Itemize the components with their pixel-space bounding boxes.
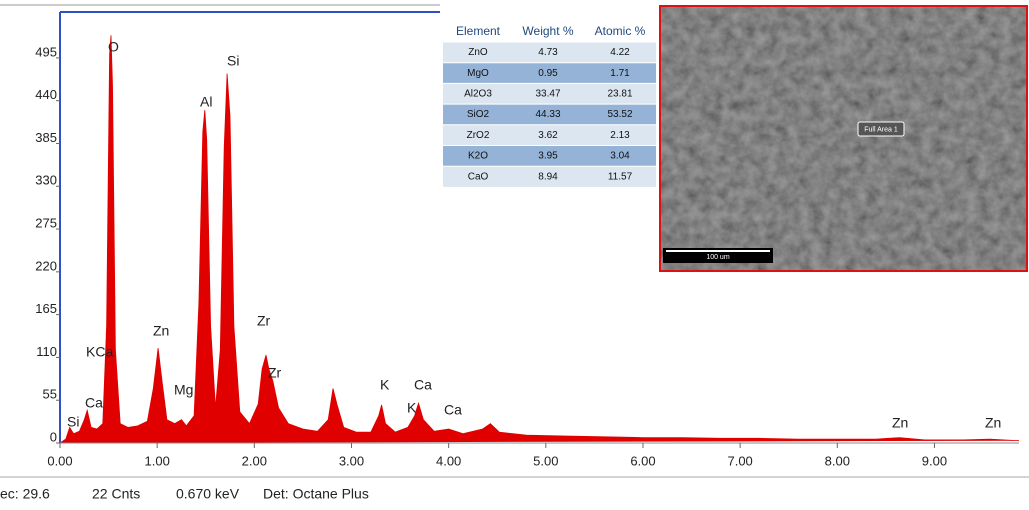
x-tick-label: 3.00: [339, 453, 364, 468]
table-cell: 53.52: [607, 109, 632, 120]
table-cell: MgO: [467, 68, 489, 79]
x-tick-label: 2.00: [242, 453, 267, 468]
x-tick-label: 7.00: [727, 453, 752, 468]
peak-label: Si: [67, 414, 79, 430]
status-item: Det: Octane Plus: [263, 486, 369, 502]
table-cell: 3.04: [610, 151, 630, 162]
peak-label: Zr: [268, 365, 282, 381]
table-cell: 3.62: [538, 130, 558, 141]
peak-label: O: [108, 39, 119, 55]
table-cell: 2.13: [610, 130, 630, 141]
scale-bar-label: 100 um: [706, 254, 730, 261]
table-row: [443, 104, 656, 125]
area-label: Full Area 1: [864, 126, 898, 133]
peak-label: Mg: [174, 382, 193, 398]
x-tick-label: 6.00: [630, 453, 655, 468]
sem-border: [659, 5, 1028, 272]
table-cell: ZrO2: [467, 130, 490, 141]
x-tick-label: 8.00: [825, 453, 850, 468]
status-item: ec: 29.6: [0, 486, 50, 502]
table-row: [443, 83, 656, 105]
table-cell: 3.95: [538, 151, 558, 162]
peak-label: Ca: [414, 377, 432, 393]
table-header: Weight %: [522, 24, 573, 38]
table-cell: CaO: [468, 171, 489, 182]
y-tick-label: 110: [36, 344, 57, 359]
table-cell: 8.94: [538, 171, 558, 182]
y-tick-label: 330: [35, 173, 57, 188]
spectrum: [59, 35, 1020, 444]
table-cell: 4.22: [610, 47, 630, 58]
peak-label: Zn: [985, 415, 1001, 431]
table-cell: Al2O3: [464, 89, 492, 100]
y-tick-label: 220: [35, 258, 57, 273]
area-label-box: [857, 121, 905, 137]
table-cell: 23.81: [607, 89, 632, 100]
y-tick-label: 440: [35, 87, 57, 102]
table-header: Element: [456, 24, 501, 38]
table-cell: 44.33: [535, 109, 560, 120]
sem-image: Full Area 1 100 um: [659, 5, 1028, 272]
peak-label: Ca: [85, 395, 103, 411]
status-item: 0.670 keV: [176, 486, 240, 502]
peak-label: K: [380, 377, 390, 393]
peak-label: Si: [227, 53, 239, 69]
sem-shade: [660, 6, 1027, 271]
y-tick-label: 495: [35, 44, 57, 59]
table-cell: 1.71: [610, 68, 630, 79]
peak-label: Zr: [257, 313, 271, 329]
peak-label: Zn: [153, 323, 169, 339]
table-row: [443, 145, 656, 167]
table-header: Atomic %: [595, 24, 646, 38]
y-tick-label: 0: [50, 429, 57, 444]
peak-label: KCa: [86, 344, 113, 360]
y-tick-label: 385: [35, 130, 57, 145]
x-tick-label: 0.00: [47, 453, 72, 468]
table-row: [443, 124, 656, 146]
table-cell: 11.57: [608, 171, 633, 182]
table-cell: K2O: [468, 151, 488, 162]
status-item: 22 Cnts: [92, 486, 140, 502]
table-cell: 0.95: [538, 68, 558, 79]
table-cell: ZnO: [468, 47, 488, 58]
sem-texture: [660, 6, 1027, 271]
peak-label: K: [407, 400, 417, 416]
table-row: [443, 166, 656, 187]
y-tick-label: 55: [43, 387, 57, 402]
table-cell: SiO2: [467, 109, 490, 120]
x-tick-label: 5.00: [533, 453, 558, 468]
x-tick-label: 9.00: [922, 453, 947, 468]
table-row: [443, 42, 656, 63]
table-cell: 33.47: [535, 89, 560, 100]
table-cell: 4.73: [538, 47, 558, 58]
y-tick-label: 275: [35, 215, 57, 230]
peak-label: Zn: [892, 415, 908, 431]
table-row: [443, 62, 656, 84]
y-tick-label: 165: [35, 301, 57, 316]
x-tick-label: 4.00: [436, 453, 461, 468]
peak-label: Ca: [444, 402, 462, 418]
x-tick-label: 1.00: [145, 453, 170, 468]
peak-label: Al: [200, 94, 212, 110]
